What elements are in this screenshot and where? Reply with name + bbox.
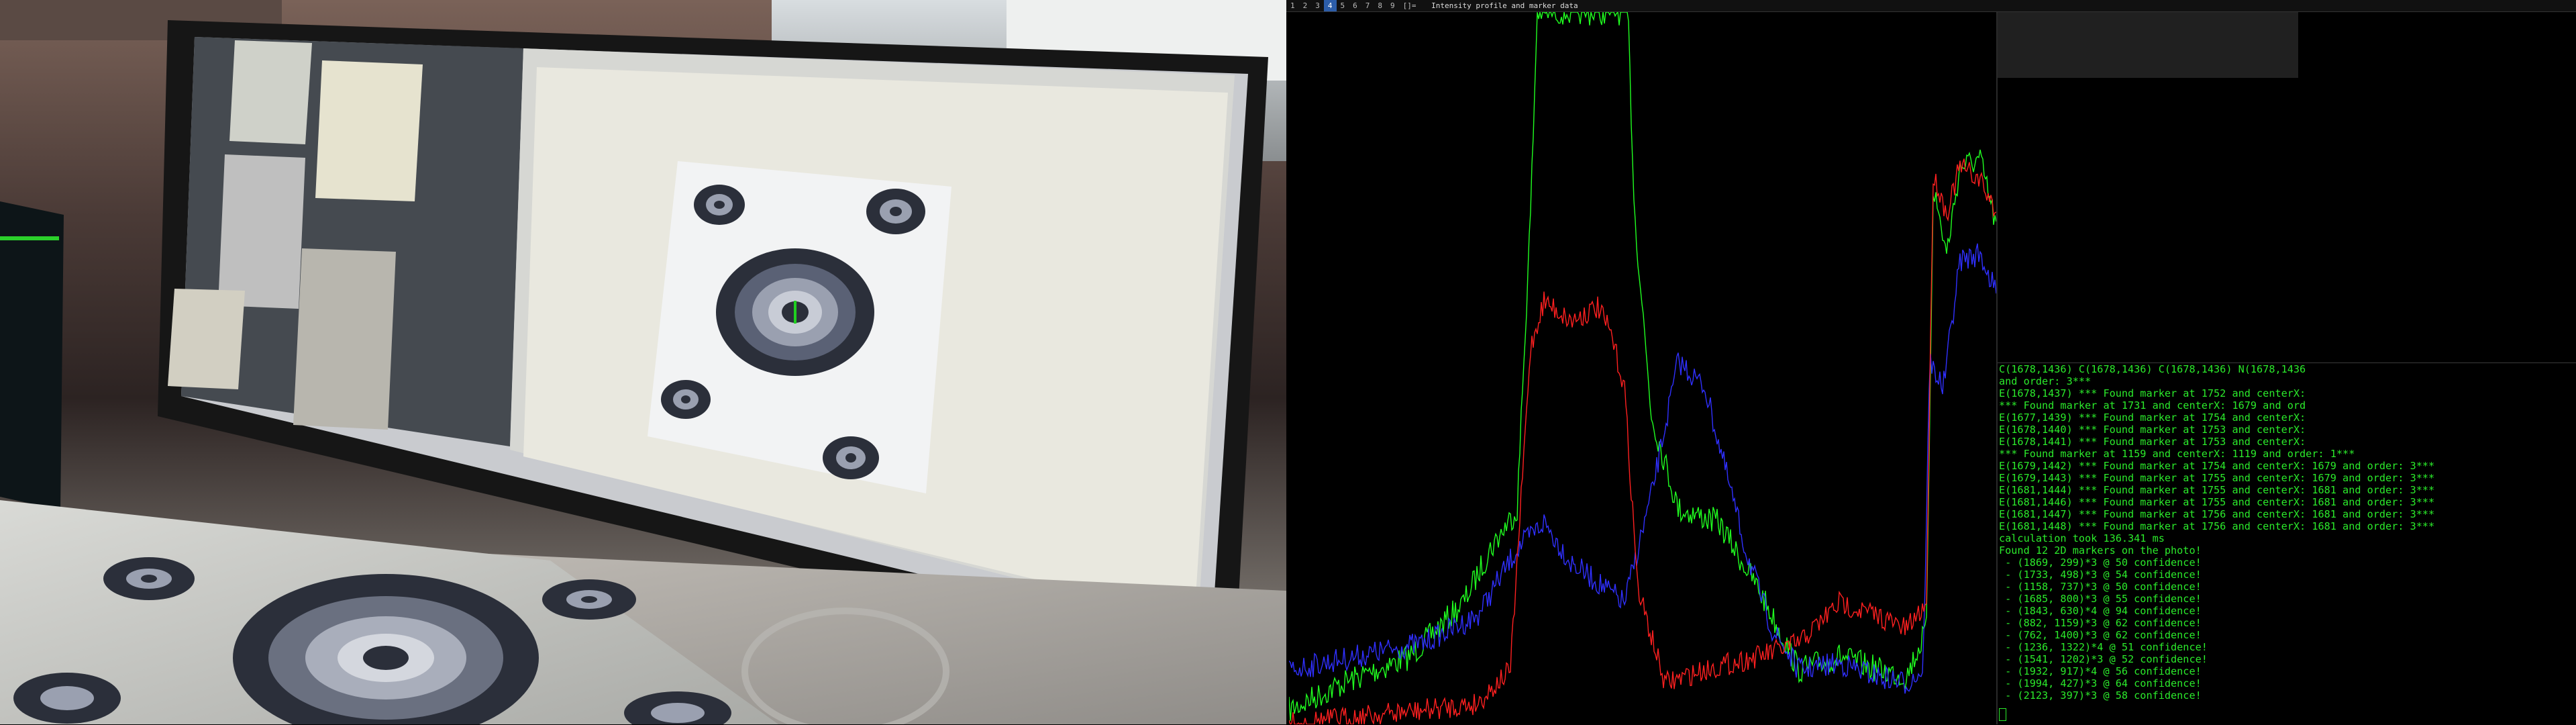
terminal-line: - (1869, 299)*3 @ 50 confidence! (1999, 557, 2202, 569)
intensity-profile-svg (1289, 12, 1996, 724)
terminal-line: - (2123, 397)*3 @ 58 confidence! (1999, 689, 2202, 702)
layout-indicator[interactable]: []= (1402, 1, 1416, 10)
terminal-line: E(1678,1440) *** Found marker at 1753 an… (1999, 424, 2306, 436)
terminal-line: E(1681,1448) *** Found marker at 1756 an… (1999, 520, 2435, 532)
terminal-line: E(1681,1447) *** Found marker at 1756 an… (1999, 508, 2435, 520)
terminal-line: E(1679,1443) *** Found marker at 1755 an… (1999, 472, 2435, 484)
workspace-4[interactable]: 4 (1323, 0, 1337, 11)
printed-markers (13, 557, 731, 724)
screen-central-marker (716, 248, 874, 376)
terminal-line: - (762, 1400)*3 @ 62 confidence! (1999, 629, 2202, 641)
terminal-cursor (1999, 708, 2006, 721)
window-title: Intensity profile and marker data (1431, 1, 1578, 10)
terminal-line: E(1678,1437) *** Found marker at 1752 an… (1999, 387, 2306, 399)
workspace-1[interactable]: 1 (1290, 1, 1295, 10)
terminal-line: E(1681,1446) *** Found marker at 1755 an… (1999, 496, 2435, 508)
terminal-line: calculation took 136.341 ms (1999, 532, 2165, 544)
terminal-line: - (1685, 800)*3 @ 55 confidence! (1999, 593, 2202, 605)
terminal-line: E(1677,1439) *** Found marker at 1754 an… (1999, 412, 2306, 424)
green-channel-line (1289, 12, 1996, 721)
gimp-patterns-panel (293, 248, 396, 430)
workspace-7[interactable]: 7 (1365, 1, 1370, 10)
glass-bowl (741, 608, 949, 724)
photo-scene (0, 0, 1286, 724)
terminal-line: - (1158, 737)*3 @ 50 confidence! (1999, 581, 2202, 593)
red-channel-line (1289, 158, 1996, 724)
phone (0, 201, 64, 510)
terminal-line: E(1679,1442) *** Found marker at 1754 an… (1999, 460, 2435, 472)
screen-corner-markers (661, 185, 925, 479)
terminal-line: - (1843, 630)*4 @ 94 confidence! (1999, 605, 2202, 617)
empty-pane (1998, 12, 2298, 78)
terminal-line: *** Found marker at 1731 and centerX: 16… (1999, 399, 2306, 412)
terminal-line: - (1994, 427)*3 @ 64 confidence! (1999, 677, 2202, 689)
gimp-tool-options (218, 154, 305, 309)
terminal-line: - (1733, 498)*3 @ 54 confidence! (1999, 569, 2202, 581)
terminal-line: - (1541, 1202)*3 @ 52 confidence! (1999, 653, 2208, 665)
terminal-line: and order: 3*** (1999, 375, 2092, 387)
terminal-line: - (1932, 917)*4 @ 56 confidence! (1999, 665, 2202, 677)
workspace-9[interactable]: 9 (1390, 1, 1395, 10)
terminal-line: C(1678,1436) C(1678,1436) C(1678,1436) N… (1999, 363, 2306, 375)
terminal-line: - (1236, 1322)*4 @ 51 confidence! (1999, 641, 2208, 653)
camera-photo (0, 0, 1286, 724)
window-manager-bar: 1 2 3 4 5 6 7 8 9 []= Intensity profile and marke… (1286, 0, 2576, 12)
blue-channel-line (1289, 243, 1996, 694)
workspace-3[interactable]: 3 (1315, 1, 1320, 10)
terminal-line: - (882, 1159)*3 @ 62 confidence! (1999, 617, 2202, 629)
workspace-6[interactable]: 6 (1353, 1, 1357, 10)
workspace-2[interactable]: 2 (1302, 1, 1308, 10)
workspace-5[interactable]: 5 (1340, 1, 1345, 10)
intensity-profile-plot (1289, 12, 1996, 724)
terminal-output[interactable]: C(1678,1436) C(1678,1436) C(1678,1436) N… (1998, 362, 2576, 725)
terminal-line: *** Found marker at 1159 and centerX: 11… (1999, 448, 2355, 460)
terminal-line: Found 12 2D markers on the photo! (1999, 544, 2202, 557)
gimp-layers-panel (229, 40, 312, 144)
terminal-line: E(1681,1444) *** Found marker at 1755 an… (1999, 484, 2435, 496)
terminal-line: E(1678,1441) *** Found marker at 1753 an… (1999, 436, 2306, 448)
workspace-8[interactable]: 8 (1378, 1, 1382, 10)
gimp-brushes-panel (315, 60, 423, 201)
pane-divider[interactable] (1996, 12, 1998, 724)
